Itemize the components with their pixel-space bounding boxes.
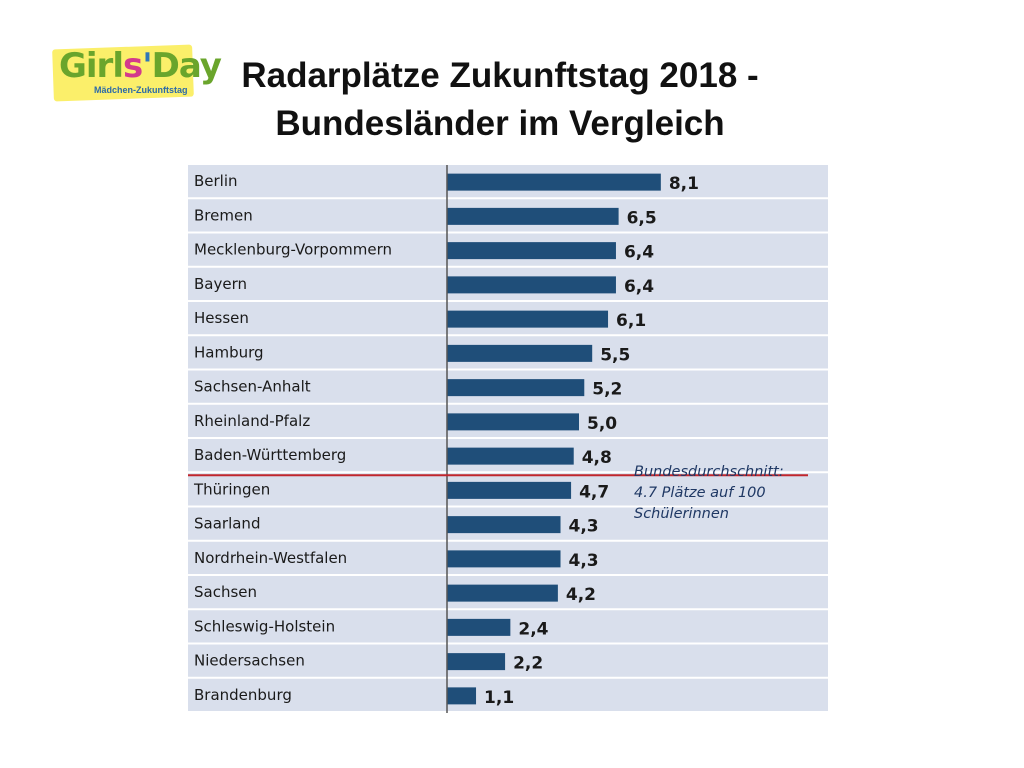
annotation-line-2: 4.7 Plätze auf 100 [634, 485, 766, 501]
category-label: Baden-Württemberg [194, 446, 346, 464]
value-label: 6,1 [616, 311, 646, 331]
row-background [188, 678, 828, 711]
value-label: 4,2 [566, 585, 596, 605]
bars [447, 173, 661, 705]
bar [447, 173, 661, 191]
value-label: 2,2 [513, 654, 543, 674]
category-label: Mecklenburg-Vorpommern [194, 241, 392, 259]
value-label: 6,4 [624, 277, 654, 297]
bar [447, 344, 593, 362]
category-label: Thüringen [193, 480, 270, 498]
logo-word-part-2: s [122, 46, 143, 86]
logo-word-part-3: ' [142, 46, 152, 86]
value-label: 5,0 [587, 414, 617, 434]
bar [447, 516, 561, 534]
category-label: Hamburg [194, 343, 264, 361]
category-label: Nordrhein-Westfalen [194, 549, 347, 567]
bar [447, 550, 561, 568]
bar [447, 242, 616, 260]
bar [447, 447, 574, 465]
bar [447, 687, 477, 705]
row-background [188, 644, 828, 677]
average-annotation: Bundesdurchschnitt: 4.7 Plätze auf 100 S… [634, 462, 834, 525]
labels: Berlin 8,1 Bremen 6,5 Mecklenburg-Vorpommern… [193, 172, 699, 708]
bar [447, 413, 579, 431]
slide-title-line-1: Radarplätze Zukunftstag 2018 - [241, 56, 759, 95]
category-label: Sachsen-Anhalt [194, 378, 311, 396]
row-backgrounds [188, 165, 828, 711]
value-label: 4,7 [579, 482, 609, 502]
category-label: Brandenburg [194, 686, 292, 704]
slide-title-line-2: Bundesländer im Vergleich [275, 104, 725, 143]
value-label: 8,1 [669, 174, 699, 194]
category-label: Berlin [194, 172, 238, 190]
annotation-line-3: Schülerinnen [634, 506, 729, 522]
category-label: Rheinland-Pfalz [194, 412, 310, 430]
logo-word-part-1: Girl [59, 46, 124, 86]
bar [447, 584, 558, 602]
category-label: Bremen [194, 206, 253, 224]
logo-wordmark: Girls'Day [59, 46, 222, 86]
bar [447, 481, 572, 499]
value-label: 5,5 [600, 345, 630, 365]
category-label: Niedersachsen [194, 652, 305, 670]
bar [447, 379, 585, 397]
annotation-line-1: Bundesdurchschnitt: [634, 464, 784, 480]
category-label: Schleswig-Holstein [194, 617, 335, 635]
value-label: 4,3 [569, 551, 599, 571]
bar [447, 310, 609, 328]
value-label: 4,3 [569, 517, 599, 537]
girls-day-logo: Girls'Day Mädchen-Zukunftstag [50, 44, 222, 102]
bar [447, 207, 619, 225]
category-label: Bayern [194, 275, 247, 293]
value-label: 6,4 [624, 243, 654, 263]
bar [447, 276, 616, 294]
value-label: 5,2 [592, 380, 622, 400]
value-label: 2,4 [518, 619, 548, 639]
value-label: 4,8 [582, 448, 612, 468]
category-label: Sachsen [194, 583, 257, 601]
logo-subtitle: Mädchen-Zukunftstag [94, 85, 188, 95]
category-label: Hessen [194, 309, 249, 327]
logo-word-part-4: Day [151, 46, 222, 86]
slide-title: Radarplätze Zukunftstag 2018 - Bundeslän… [200, 52, 800, 148]
value-label: 6,5 [627, 208, 657, 228]
category-label: Saarland [194, 515, 260, 533]
bar [447, 653, 506, 671]
bar [447, 618, 511, 636]
value-label: 1,1 [484, 688, 514, 708]
